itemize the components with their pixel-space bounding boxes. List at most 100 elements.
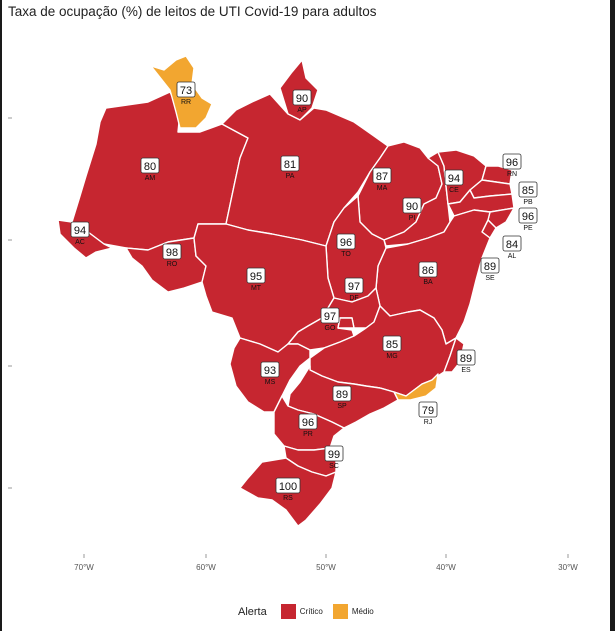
state-label-to: 96 TO: [336, 233, 356, 258]
legend-title: Alerta: [238, 605, 267, 618]
state-abbr: BA: [423, 279, 433, 286]
state-label-pa: 81 PA: [280, 155, 300, 180]
value-box: [382, 335, 402, 352]
state-abbr: RO: [167, 261, 178, 268]
value-box: [176, 81, 196, 98]
state-abbr: TO: [341, 251, 351, 258]
state-value: 87: [376, 171, 388, 183]
value-box: [418, 401, 438, 418]
state-abbr: MT: [251, 285, 262, 292]
state-value: 96: [302, 417, 314, 429]
state-value: 80: [144, 161, 156, 173]
state-value: 94: [74, 225, 86, 237]
legend: Alerta Crítico Médio: [238, 604, 374, 619]
state-label-ba: 86 BA: [418, 261, 438, 286]
state-abbr: AM: [145, 175, 156, 182]
state-abbr: DF: [349, 295, 358, 302]
x-tick-label: 70°W: [74, 563, 94, 572]
state-abbr: AL: [508, 253, 517, 260]
state-value: 89: [484, 261, 496, 273]
state-abbr: RR: [181, 99, 191, 106]
state-df[interactable]: [337, 317, 355, 329]
legend-label-medio: Médio: [351, 607, 374, 616]
state-value: 97: [324, 311, 336, 323]
state-abbr: RS: [283, 495, 293, 502]
value-box: [502, 235, 522, 252]
state-value: 99: [328, 449, 340, 461]
x-tick-label: 50°W: [316, 563, 336, 572]
state-label-pe: 96 PE: [518, 207, 538, 232]
state-abbr: ES: [461, 367, 471, 374]
state-abbr: MA: [377, 185, 388, 192]
state-value: 86: [422, 265, 434, 277]
state-value: 96: [522, 211, 534, 223]
state-value: 73: [180, 85, 192, 97]
legend-swatch-critico: [280, 604, 296, 619]
legend-label-critico: Crítico: [299, 607, 323, 616]
x-tick-label: 60°W: [196, 563, 216, 572]
state-label-rj: 79 RJ: [418, 401, 438, 426]
state-value: 100: [279, 481, 297, 493]
state-label-sp: 89 SP: [332, 385, 352, 410]
state-value: 96: [506, 157, 518, 169]
state-label-mg: 85 MG: [382, 335, 402, 360]
state-value: 85: [386, 339, 398, 351]
x-tick-label: 40°W: [436, 563, 456, 572]
x-tick-label: 30°W: [558, 563, 578, 572]
brazil-map: 73 RR 90 AP 80 AM 81 PA 87 MA 94 CE 96 RN 85 PB 96 PE 84 AL…: [8, 55, 578, 572]
value-box: [444, 169, 464, 186]
value-box: [275, 477, 301, 494]
value-box: [480, 257, 500, 274]
state-label-pb: 85 PB: [518, 181, 538, 206]
value-box: [280, 155, 300, 172]
state-value: 81: [284, 159, 296, 171]
state-abbr: AC: [75, 239, 85, 246]
state-abbr: GO: [325, 325, 336, 332]
value-box: [140, 157, 160, 174]
state-rj[interactable]: [393, 373, 439, 401]
x-axis: 70°W 60°W 50°W 40°W 30°W: [74, 554, 578, 572]
state-value: 90: [406, 201, 418, 213]
state-abbr: RJ: [424, 419, 433, 426]
state-label-ap: 90 AP: [292, 89, 312, 114]
state-abbr: PB: [523, 199, 533, 206]
state-label-rn: 96 RN: [502, 153, 522, 178]
state-shapes: [57, 55, 515, 527]
value-box: [292, 89, 312, 106]
value-box: [344, 277, 364, 294]
state-label-es: 89 ES: [456, 349, 476, 374]
state-label-ms: 93 MS: [260, 361, 280, 386]
map-title: Taxa de ocupação (%) de leitos de UTI Co…: [8, 4, 377, 19]
state-label-ma: 87 MA: [372, 167, 392, 192]
state-value: 79: [422, 405, 434, 417]
state-label-sc: 99 SC: [324, 445, 344, 470]
state-abbr: PR: [303, 431, 313, 438]
value-box: [246, 267, 266, 284]
value-box: [70, 221, 90, 238]
value-box: [332, 385, 352, 402]
state-label-se: 89 SE: [480, 257, 500, 282]
state-value: 94: [448, 173, 460, 185]
value-box: [372, 167, 392, 184]
state-value: 89: [336, 389, 348, 401]
state-abbr: PI: [409, 215, 416, 222]
state-value: 84: [506, 239, 518, 251]
legend-swatch-medio: [332, 604, 348, 619]
state-value: 96: [340, 237, 352, 249]
state-value: 98: [166, 247, 178, 259]
state-abbr: PA: [286, 173, 295, 180]
state-value: 89: [460, 353, 472, 365]
value-box: [324, 445, 344, 462]
state-value: 97: [348, 281, 360, 293]
state-abbr: MS: [265, 379, 276, 386]
state-label-rs: 100 RS: [275, 477, 301, 502]
state-value: 93: [264, 365, 276, 377]
state-abbr: RN: [507, 171, 517, 178]
state-label-ce: 94 CE: [444, 169, 464, 194]
state-value: 95: [250, 271, 262, 283]
value-box: [320, 307, 340, 324]
state-value: 90: [296, 93, 308, 105]
value-box: [518, 207, 538, 224]
state-label-am: 80 AM: [140, 157, 160, 182]
